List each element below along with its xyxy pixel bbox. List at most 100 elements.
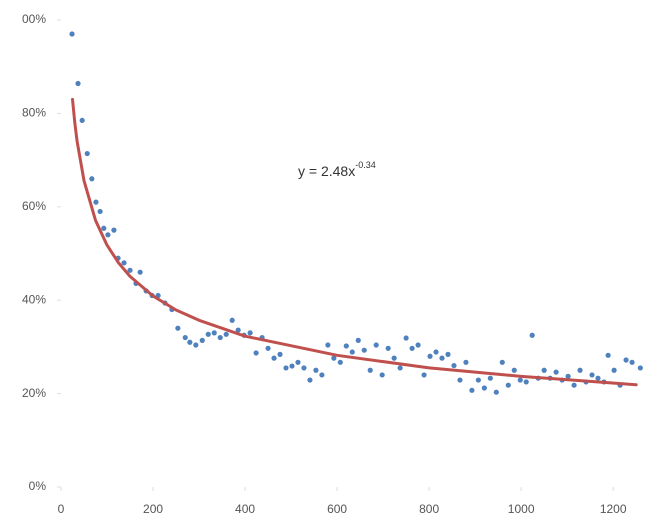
point xyxy=(517,377,523,383)
point xyxy=(235,327,241,333)
point xyxy=(421,372,427,378)
equation-exponent: -0.34 xyxy=(355,160,376,170)
point xyxy=(79,117,85,124)
point xyxy=(445,351,451,357)
point xyxy=(571,382,577,388)
point xyxy=(373,342,379,348)
trendline xyxy=(71,97,638,387)
point xyxy=(289,363,295,369)
point xyxy=(511,367,517,373)
x-tick-label: 1200 xyxy=(600,502,627,516)
point xyxy=(111,227,117,233)
point xyxy=(523,379,529,385)
y-tick-label: 00% xyxy=(22,12,46,26)
point xyxy=(127,267,133,273)
x-tick-label: 600 xyxy=(327,502,347,516)
point xyxy=(349,349,355,355)
point xyxy=(409,345,415,351)
point xyxy=(361,347,367,353)
y-tick-label: 0% xyxy=(29,479,47,493)
point xyxy=(469,387,475,393)
point xyxy=(331,355,337,361)
x-tick-label: 200 xyxy=(143,502,163,516)
point xyxy=(577,367,583,373)
point xyxy=(105,232,111,238)
point xyxy=(93,199,99,205)
point xyxy=(205,331,211,337)
point xyxy=(97,208,103,215)
point xyxy=(121,260,127,266)
x-tick-label: 400 xyxy=(235,502,255,516)
point xyxy=(199,337,205,343)
point xyxy=(265,345,271,351)
point xyxy=(187,339,193,345)
point xyxy=(629,359,635,365)
point xyxy=(637,365,643,371)
point xyxy=(397,365,403,371)
point xyxy=(463,359,469,365)
point xyxy=(182,334,188,341)
point xyxy=(391,355,397,361)
point xyxy=(403,335,409,341)
point xyxy=(277,351,283,357)
point xyxy=(313,367,319,373)
point xyxy=(101,225,107,231)
point xyxy=(565,373,571,379)
x-tick-label: 1000 xyxy=(508,502,535,516)
point xyxy=(379,372,385,378)
x-tick-label: 0 xyxy=(58,502,65,516)
y-tick-label: 80% xyxy=(22,106,46,120)
y-tick-label: 60% xyxy=(22,199,46,213)
point xyxy=(325,342,331,348)
trendline-equation: y = 2.48x-0.34 xyxy=(298,160,376,178)
point xyxy=(457,377,463,383)
y-tick-label: 20% xyxy=(22,386,46,400)
point xyxy=(217,334,223,341)
x-tick-label: 800 xyxy=(419,502,439,516)
point xyxy=(481,385,487,391)
point xyxy=(493,389,499,395)
point xyxy=(223,331,229,337)
point xyxy=(605,352,611,358)
point xyxy=(89,176,95,182)
point xyxy=(427,353,433,359)
point xyxy=(589,372,595,378)
point xyxy=(271,355,277,361)
point xyxy=(367,367,373,373)
point xyxy=(193,342,199,348)
point xyxy=(433,349,439,355)
point xyxy=(75,80,81,87)
point xyxy=(487,375,493,381)
point xyxy=(595,375,601,381)
point xyxy=(229,317,235,323)
point xyxy=(611,367,617,373)
point xyxy=(253,350,259,356)
point xyxy=(623,357,629,363)
point xyxy=(247,330,253,336)
point xyxy=(283,365,289,371)
point xyxy=(439,355,445,361)
point xyxy=(451,362,457,369)
point xyxy=(355,337,361,343)
y-tick-label: 40% xyxy=(22,292,46,306)
point xyxy=(529,332,535,338)
point xyxy=(175,325,181,331)
point xyxy=(337,359,343,365)
equation-text: y = 2.48x xyxy=(298,163,355,179)
point xyxy=(137,269,143,275)
point xyxy=(385,345,391,351)
point xyxy=(295,359,301,365)
point xyxy=(415,342,421,348)
point xyxy=(553,369,559,375)
point xyxy=(475,377,481,383)
point xyxy=(301,365,307,371)
point xyxy=(69,31,75,37)
point xyxy=(505,382,511,388)
point xyxy=(319,372,325,378)
point xyxy=(84,150,90,157)
point xyxy=(211,330,217,336)
point xyxy=(343,343,349,349)
point xyxy=(541,367,547,373)
point xyxy=(307,377,313,383)
